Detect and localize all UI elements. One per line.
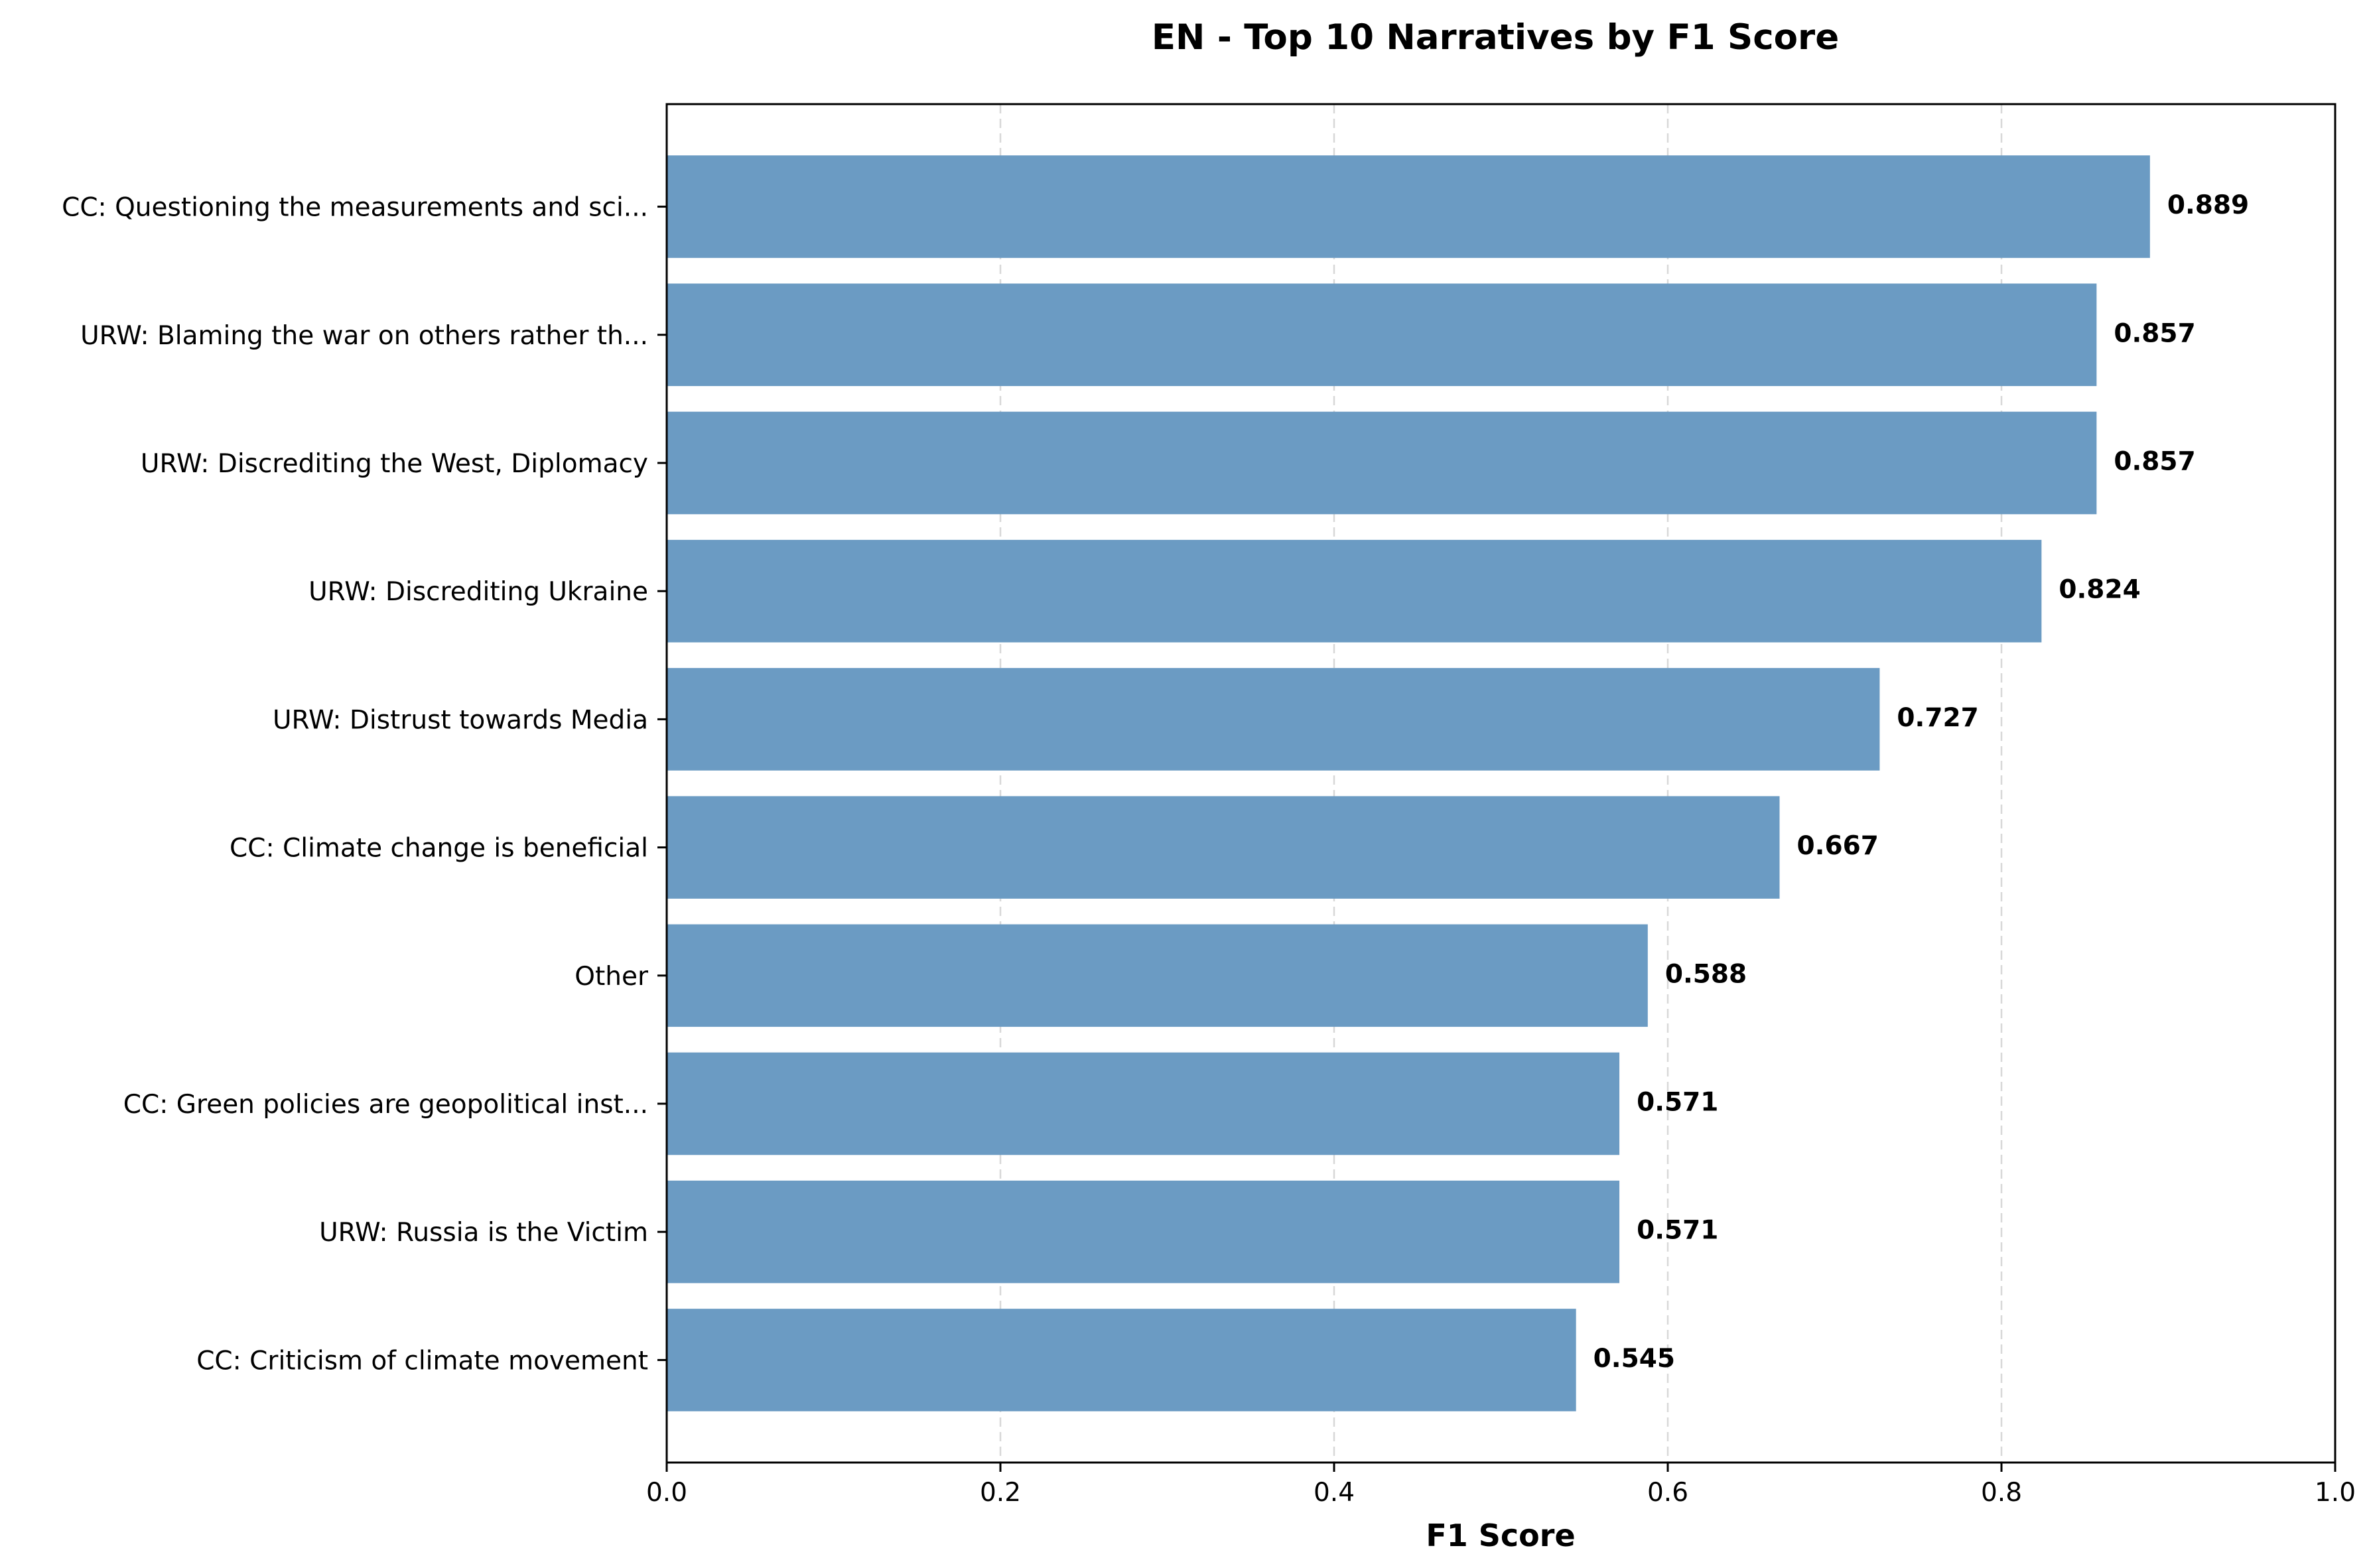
bars	[667, 155, 2150, 1411]
bar	[667, 1309, 1576, 1411]
x-tick-label: 0.8	[1981, 1478, 2022, 1508]
bar	[667, 796, 1780, 899]
bar	[667, 283, 2097, 387]
x-tick-label: 0.4	[1314, 1478, 1355, 1508]
x-tick-label: 0.6	[1647, 1478, 1688, 1508]
value-labels: 0.889 0.857 0.857 0.824 0.727 0.667 0.588 0.571…	[1593, 190, 2250, 1374]
category-label: URW: Discrediting Ukraine	[308, 577, 648, 607]
x-tick-label: 0.0	[646, 1478, 687, 1508]
bar-value-label: 0.667	[1797, 831, 1879, 861]
bar-value-label: 0.857	[2114, 318, 2195, 348]
x-tick-label: 1.0	[2315, 1478, 2356, 1508]
axes-frame	[665, 103, 2336, 1464]
bar	[667, 924, 1648, 1027]
bar-value-label: 0.571	[1637, 1088, 1718, 1118]
bar-value-label: 0.571	[1637, 1216, 1718, 1246]
bar	[667, 155, 2150, 258]
category-label: URW: Discrediting the West, Diplomacy	[141, 449, 648, 479]
category-label: CC: Criticism of climate movement	[196, 1346, 648, 1376]
x-tick-label: 0.2	[980, 1478, 1021, 1508]
x-axis-label: F1 Score	[1426, 1518, 1575, 1553]
bar-value-label: 0.588	[1665, 959, 1747, 989]
bar-value-label: 0.889	[2167, 190, 2249, 220]
bar	[667, 411, 2097, 515]
category-labels: CC: Questioning the measurements and sci…	[62, 193, 667, 1376]
bar	[667, 668, 1880, 771]
bar	[667, 1180, 1620, 1283]
category-label: CC: Climate change is beneficial	[230, 834, 648, 864]
category-label: URW: Blaming the war on others rather th…	[80, 321, 648, 351]
chart-title: EN - Top 10 Narratives by F1 Score	[1152, 17, 1839, 58]
bar-value-label: 0.857	[2114, 446, 2195, 476]
category-label: CC: Green policies are geopolitical inst…	[123, 1090, 648, 1120]
bar	[667, 1052, 1620, 1155]
bar-value-label: 0.727	[1897, 703, 1978, 733]
category-label: CC: Questioning the measurements and sci…	[62, 193, 648, 223]
bar-value-label: 0.545	[1593, 1344, 1675, 1374]
bar	[667, 539, 2042, 643]
category-label: Other	[575, 962, 649, 992]
bar-value-label: 0.824	[2059, 575, 2140, 605]
category-label: URW: Distrust towards Media	[273, 705, 648, 735]
category-label: URW: Russia is the Victim	[319, 1218, 648, 1248]
x-axis: 0.0 0.2 0.4 0.6 0.8 1.0	[646, 1463, 2356, 1508]
